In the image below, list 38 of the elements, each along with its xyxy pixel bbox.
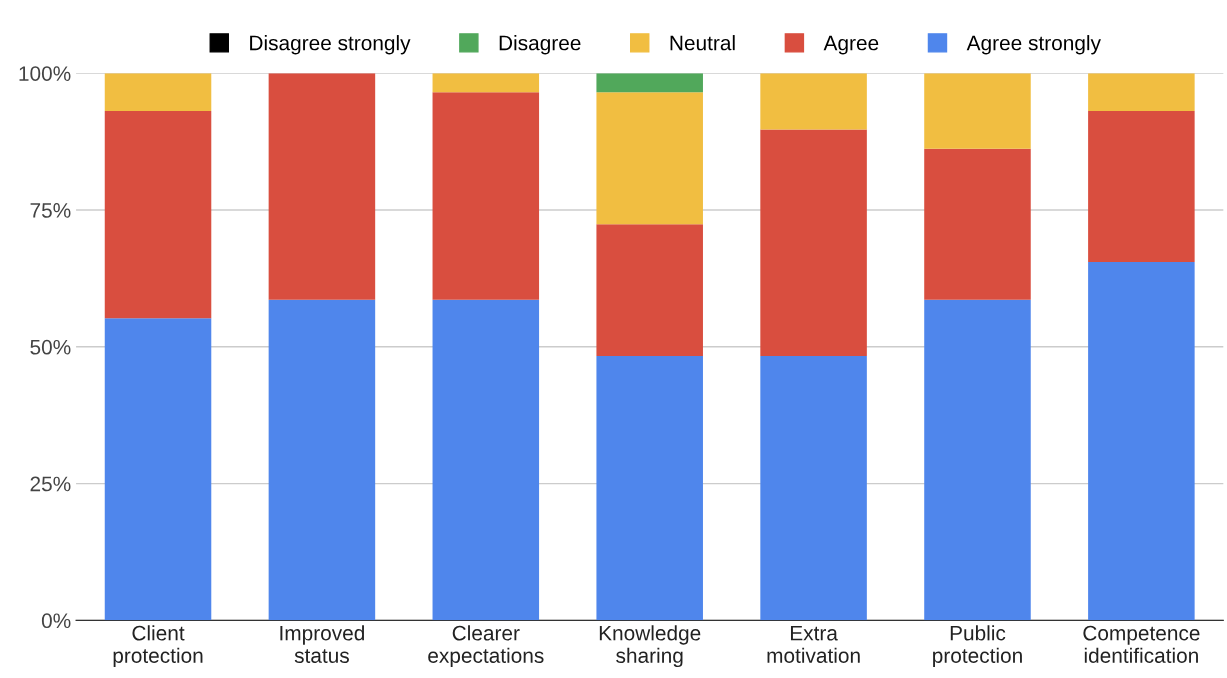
- y-tick-label: 75%: [30, 203, 71, 218]
- bar: [104, 110, 212, 319]
- bar: [432, 299, 540, 621]
- legend-label: Neutral: [670, 35, 735, 51]
- legend-label: Disagree strongly: [250, 35, 411, 55]
- bar: [1088, 261, 1195, 621]
- bar: [596, 73, 703, 93]
- legend-label: Agree: [823, 35, 879, 55]
- bar: [596, 224, 703, 357]
- bar: [924, 299, 1031, 621]
- y-tick-label: 25%: [30, 476, 71, 492]
- bar: [104, 73, 212, 111]
- bar: [924, 73, 1031, 149]
- bar: [760, 356, 867, 621]
- bar: [760, 73, 867, 130]
- x-tick-label: Competence identification: [1083, 625, 1200, 663]
- bar: [432, 92, 540, 300]
- legend-label: Agree strongly: [966, 35, 1101, 55]
- bar: [760, 129, 867, 357]
- bar: [268, 299, 376, 621]
- bar: [596, 356, 703, 621]
- y-tick-label: 0%: [41, 613, 71, 629]
- x-tick-label: Extra motivation: [767, 626, 860, 663]
- x-tick-label: Knowledge sharing: [599, 625, 701, 668]
- legend-label: Disagree: [499, 35, 581, 55]
- bar: [1088, 73, 1195, 111]
- x-tick-label: Client protection: [113, 625, 203, 668]
- bar: [268, 73, 376, 300]
- bar: [104, 318, 212, 621]
- x-tick-label: Improved status: [280, 625, 364, 663]
- bar: [924, 148, 1031, 300]
- bar: [596, 92, 703, 225]
- bar: [1088, 110, 1195, 262]
- x-tick-label: Public protection: [933, 625, 1022, 668]
- y-tick-label: 100%: [19, 66, 71, 81]
- y-tick-label: 50%: [30, 339, 71, 355]
- bar: [432, 73, 540, 93]
- x-tick-label: Clearer expectations: [428, 625, 544, 668]
